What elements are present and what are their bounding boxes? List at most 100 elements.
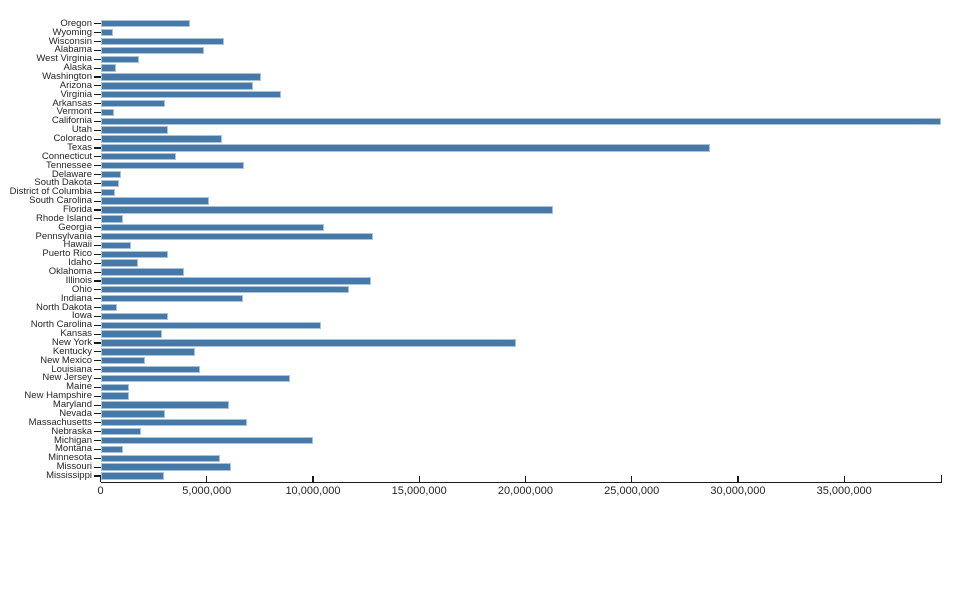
y-tick: [93, 395, 101, 397]
y-tick: [93, 58, 101, 60]
y-tick: [93, 244, 101, 247]
x-tick: [524, 476, 527, 482]
bar: [100, 46, 205, 55]
bar: [100, 144, 711, 152]
bar: [100, 161, 245, 170]
bar: [100, 135, 222, 143]
y-tick: [93, 422, 101, 424]
bar: [100, 472, 164, 480]
y-tick: [93, 413, 101, 415]
y-tick: [93, 147, 101, 149]
y-tick-label: South Carolina: [29, 195, 92, 207]
y-tick: [93, 191, 101, 193]
y-tick: [93, 351, 101, 353]
x-axis-end-tick: [940, 475, 942, 482]
y-tick: [93, 475, 101, 477]
bar: [100, 99, 165, 108]
bar: [100, 117, 941, 126]
y-tick-label: Arkansas: [52, 97, 92, 109]
y-tick-label: Montana: [55, 443, 92, 455]
y-tick-label: California: [51, 115, 92, 127]
y-tick: [93, 227, 101, 229]
y-tick-label: Washington: [42, 70, 92, 82]
y-tick: [93, 386, 101, 388]
bar: [100, 454, 220, 462]
x-tick-label: 30,000,000: [710, 484, 766, 497]
bar: [100, 153, 177, 161]
bar: [100, 365, 200, 374]
bar: [100, 73, 261, 81]
bar: [100, 348, 196, 356]
bar: [100, 410, 165, 418]
y-tick: [93, 324, 101, 326]
y-tick: [93, 262, 101, 264]
y-tick-label: Ohio: [71, 283, 92, 295]
bar: [100, 37, 225, 46]
bar: [100, 312, 168, 321]
x-tick-label: 10,000,000: [285, 484, 341, 497]
y-tick-label: Arizona: [59, 79, 92, 91]
y-tick-label: Maryland: [52, 399, 92, 411]
y-tick-label: Mississippi: [46, 469, 92, 481]
y-tick: [93, 236, 101, 238]
y-tick: [93, 129, 101, 131]
bar: [100, 277, 372, 285]
y-tick-label: Iowa: [71, 310, 92, 322]
y-tick-label: Michigan: [53, 434, 92, 446]
y-tick: [93, 457, 101, 459]
y-tick-label: Idaho: [68, 257, 92, 269]
y-tick-label: Minnesota: [48, 452, 92, 464]
y-tick: [93, 103, 101, 105]
y-tick-label: Texas: [67, 141, 92, 153]
y-tick: [93, 209, 101, 211]
y-tick-label: Indiana: [60, 292, 92, 304]
y-tick: [93, 111, 101, 114]
y-tick-label: Kentucky: [52, 345, 92, 357]
y-tick-label: Utah: [71, 124, 92, 136]
bar: [100, 64, 117, 72]
y-tick-label: Massachusetts: [28, 416, 92, 428]
x-tick: [631, 476, 633, 482]
y-tick-label: Connecticut: [41, 150, 92, 162]
y-tick: [93, 466, 101, 468]
y-tick-label: New Hampshire: [24, 390, 92, 402]
y-tick: [93, 94, 101, 96]
y-tick-label: Tennessee: [46, 159, 92, 171]
y-tick-label: Hawaii: [63, 239, 92, 251]
y-tick-label: New York: [51, 336, 92, 348]
y-tick: [93, 289, 101, 291]
y-tick: [93, 67, 101, 69]
y-tick: [93, 404, 101, 406]
y-tick: [93, 333, 101, 335]
bar: [100, 250, 169, 258]
y-tick: [93, 182, 101, 184]
y-tick-label: Alaska: [63, 62, 92, 74]
y-tick-label: Nevada: [59, 407, 92, 419]
bar: [100, 55, 139, 63]
y-tick-label: Louisiana: [51, 363, 92, 375]
y-tick-label: Colorado: [53, 133, 92, 145]
y-tick-label: North Dakota: [36, 301, 92, 313]
y-tick-label: North Carolina: [30, 319, 92, 331]
x-tick: [418, 476, 420, 482]
y-tick-label: Rhode Island: [36, 212, 92, 224]
y-tick: [93, 360, 101, 362]
bar: [100, 294, 243, 303]
y-tick: [93, 369, 101, 371]
bar: [100, 445, 124, 454]
bar: [100, 286, 349, 294]
bar: [100, 82, 253, 90]
y-tick: [93, 174, 101, 176]
y-tick: [93, 342, 101, 344]
y-tick-label: Nebraska: [51, 425, 92, 437]
x-tick: [737, 476, 739, 482]
y-tick: [93, 280, 101, 282]
y-tick: [93, 315, 101, 317]
bar: [100, 170, 122, 179]
y-tick-label: Missouri: [56, 461, 92, 473]
y-tick: [93, 156, 101, 158]
y-tick-label: West Virginia: [36, 53, 92, 65]
y-tick: [93, 76, 101, 78]
x-tick-label: 0: [97, 484, 104, 497]
